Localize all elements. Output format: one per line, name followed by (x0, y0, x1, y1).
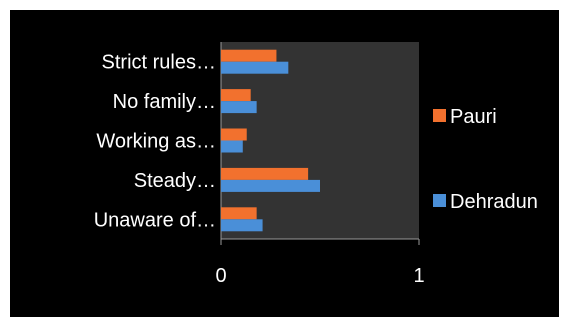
category-label: No family… (113, 91, 216, 113)
x-tick-label: 0 (215, 265, 226, 287)
category-label: Working as… (96, 131, 216, 153)
bar-pauri (221, 167, 309, 180)
legend-swatch-dehradun (433, 194, 446, 207)
bar-pauri (221, 128, 247, 141)
bars (221, 49, 320, 232)
chart-area: Strict rules… No family… Working as… Steady… (10, 10, 559, 317)
category-label: Unaware of… (94, 209, 216, 231)
bar-pauri (221, 49, 277, 62)
plot-area (220, 42, 419, 240)
category-label: Steady… (134, 170, 216, 192)
category-label: Strict rules… (102, 52, 216, 74)
plot-background (221, 42, 419, 239)
bar-chart: Strict rules… No family… Working as… Steady… (94, 42, 538, 287)
legend: Pauri Dehradun (433, 106, 538, 213)
bar-dehradun (221, 219, 263, 232)
bar-dehradun (221, 140, 243, 153)
bar-dehradun (221, 179, 320, 192)
bar-dehradun (221, 61, 289, 74)
legend-label-dehradun: Dehradun (450, 191, 538, 213)
legend-swatch-pauri (433, 109, 446, 122)
bar-pauri (221, 89, 251, 102)
x-tick-label: 1 (413, 265, 424, 287)
bar-dehradun (221, 101, 257, 114)
bar-pauri (221, 207, 257, 220)
category-labels: Strict rules… No family… Working as… Steady… (94, 52, 216, 232)
legend-label-pauri: Pauri (450, 106, 497, 128)
